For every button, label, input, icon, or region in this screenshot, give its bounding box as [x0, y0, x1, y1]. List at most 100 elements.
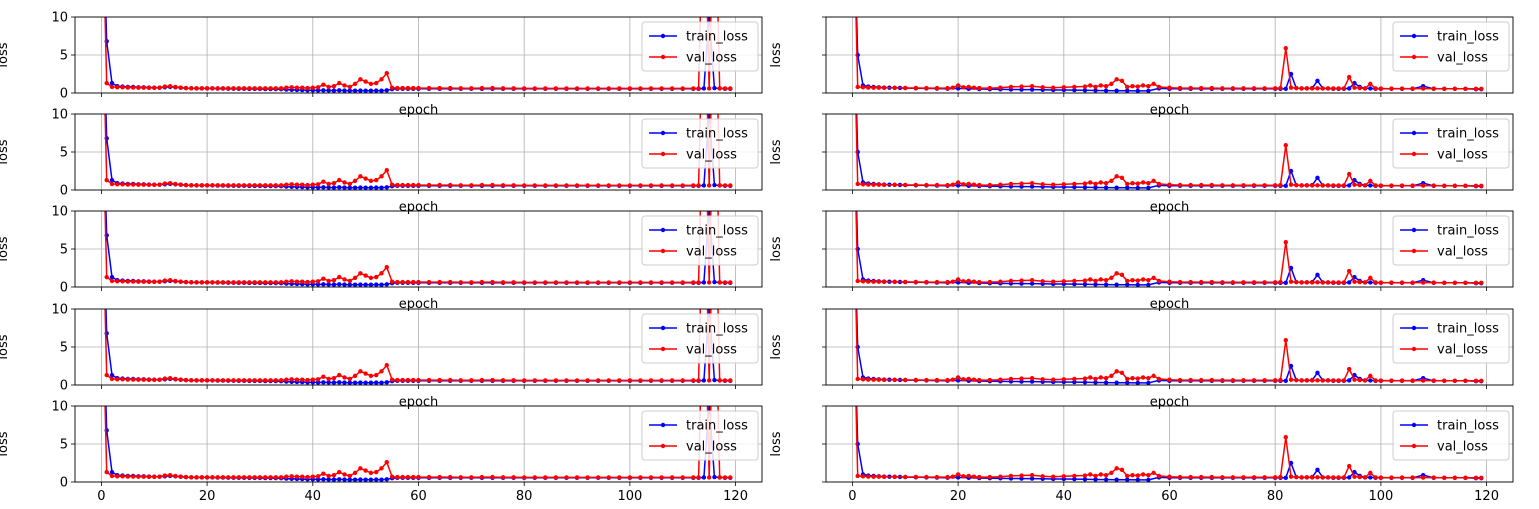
- point-val_loss: [405, 279, 411, 285]
- point-val_loss: [379, 271, 384, 276]
- point-val_loss: [606, 475, 611, 480]
- point-val_loss: [183, 182, 189, 188]
- point-train_loss: [1283, 475, 1288, 481]
- legend-box: [1392, 215, 1510, 266]
- point-train_loss: [374, 185, 379, 190]
- point-val_loss: [1209, 279, 1214, 285]
- point-train_loss: [1072, 184, 1077, 190]
- point-val_loss: [1072, 473, 1077, 479]
- point-val_loss: [1151, 178, 1156, 184]
- point-val_loss: [1061, 377, 1067, 382]
- legend-marker-val_loss: [1411, 346, 1417, 352]
- point-val_loss: [1230, 280, 1236, 285]
- point-val_loss: [1146, 472, 1151, 478]
- point-train_loss: [321, 88, 326, 93]
- point-train_loss: [1072, 476, 1077, 482]
- point-val_loss: [543, 86, 548, 91]
- point-train_loss: [1029, 87, 1035, 92]
- point-val_loss: [1119, 175, 1125, 181]
- series-group: [104, 406, 733, 482]
- y-axis-label: loss: [769, 334, 784, 359]
- point-val_loss: [379, 369, 384, 374]
- point-val_loss: [1072, 278, 1077, 284]
- point-val_loss: [384, 71, 389, 76]
- point-val_loss: [595, 86, 601, 91]
- point-val_loss: [479, 182, 485, 188]
- point-val_loss: [405, 474, 411, 480]
- point-val_loss: [585, 378, 590, 383]
- point-val_loss: [1040, 377, 1045, 382]
- point-val_loss: [866, 279, 871, 284]
- point-val_loss: [1251, 475, 1257, 480]
- point-val_loss: [342, 375, 347, 380]
- point-val_loss: [321, 179, 326, 184]
- point-val_loss: [696, 378, 701, 383]
- point-val_loss: [971, 85, 977, 90]
- legend-label-val_loss: val_loss: [686, 148, 737, 163]
- point-val_loss: [469, 183, 474, 188]
- point-val_loss: [247, 378, 252, 383]
- y-tick-label: 10: [51, 11, 68, 26]
- point-val_loss: [1341, 183, 1347, 188]
- point-val_loss: [1463, 183, 1468, 189]
- point-train_loss: [1346, 86, 1352, 91]
- point-val_loss: [543, 183, 548, 188]
- point-val_loss: [585, 475, 590, 480]
- point-train_loss: [1368, 183, 1373, 188]
- point-val_loss: [1389, 378, 1394, 383]
- point-val_loss: [1315, 378, 1320, 383]
- legend: train_loss val_loss: [641, 118, 759, 169]
- point-val_loss: [247, 280, 252, 285]
- x-axis-label: epoch: [399, 297, 439, 312]
- legend-label-val_loss: val_loss: [686, 245, 737, 260]
- point-train_loss: [374, 282, 379, 287]
- legend-label-val_loss: val_loss: [1437, 440, 1488, 455]
- point-val_loss: [1156, 473, 1162, 479]
- point-train_loss: [109, 80, 115, 86]
- point-val_loss: [210, 183, 215, 188]
- point-train_loss: [347, 477, 352, 482]
- point-val_loss: [136, 85, 141, 90]
- point-val_loss: [437, 279, 442, 285]
- point-val_loss: [1341, 280, 1347, 285]
- legend-marker-val_loss: [660, 54, 666, 60]
- point-train_loss: [331, 477, 337, 482]
- point-val_loss: [961, 85, 966, 90]
- y-tick-label: 0: [60, 379, 68, 394]
- point-val_loss: [342, 277, 347, 282]
- point-val_loss: [178, 85, 183, 90]
- point-train_loss: [363, 88, 368, 93]
- series-line-train_loss: [105, 114, 731, 189]
- point-val_loss: [1325, 183, 1331, 188]
- point-val_loss: [1346, 74, 1352, 80]
- point-val_loss: [210, 475, 215, 480]
- point-val_loss: [426, 474, 432, 480]
- point-val_loss: [1114, 271, 1119, 276]
- point-val_loss: [1463, 475, 1468, 481]
- point-val_loss: [913, 182, 919, 188]
- y-tick-label: 0: [60, 184, 68, 199]
- point-val_loss: [553, 86, 559, 91]
- point-val_loss: [178, 377, 183, 382]
- point-train_loss: [315, 282, 321, 287]
- point-val_loss: [173, 376, 178, 382]
- point-val_loss: [1119, 78, 1125, 84]
- point-train_loss: [352, 185, 358, 190]
- point-val_loss: [1272, 86, 1278, 91]
- point-val_loss: [1230, 183, 1236, 188]
- point-val_loss: [1140, 472, 1146, 477]
- point-val_loss: [1357, 85, 1362, 91]
- point-train_loss: [1093, 88, 1098, 93]
- point-val_loss: [617, 280, 622, 285]
- point-train_loss: [707, 205, 711, 209]
- point-val_loss: [120, 182, 125, 187]
- series-line-train_loss: [855, 309, 1482, 384]
- point-train_loss: [1019, 184, 1024, 189]
- point-val_loss: [1008, 278, 1014, 284]
- point-val_loss: [1278, 474, 1283, 480]
- point-val_loss: [1431, 86, 1436, 91]
- point-val_loss: [1209, 474, 1214, 480]
- point-train_loss: [1346, 378, 1352, 383]
- point-train_loss: [712, 182, 717, 188]
